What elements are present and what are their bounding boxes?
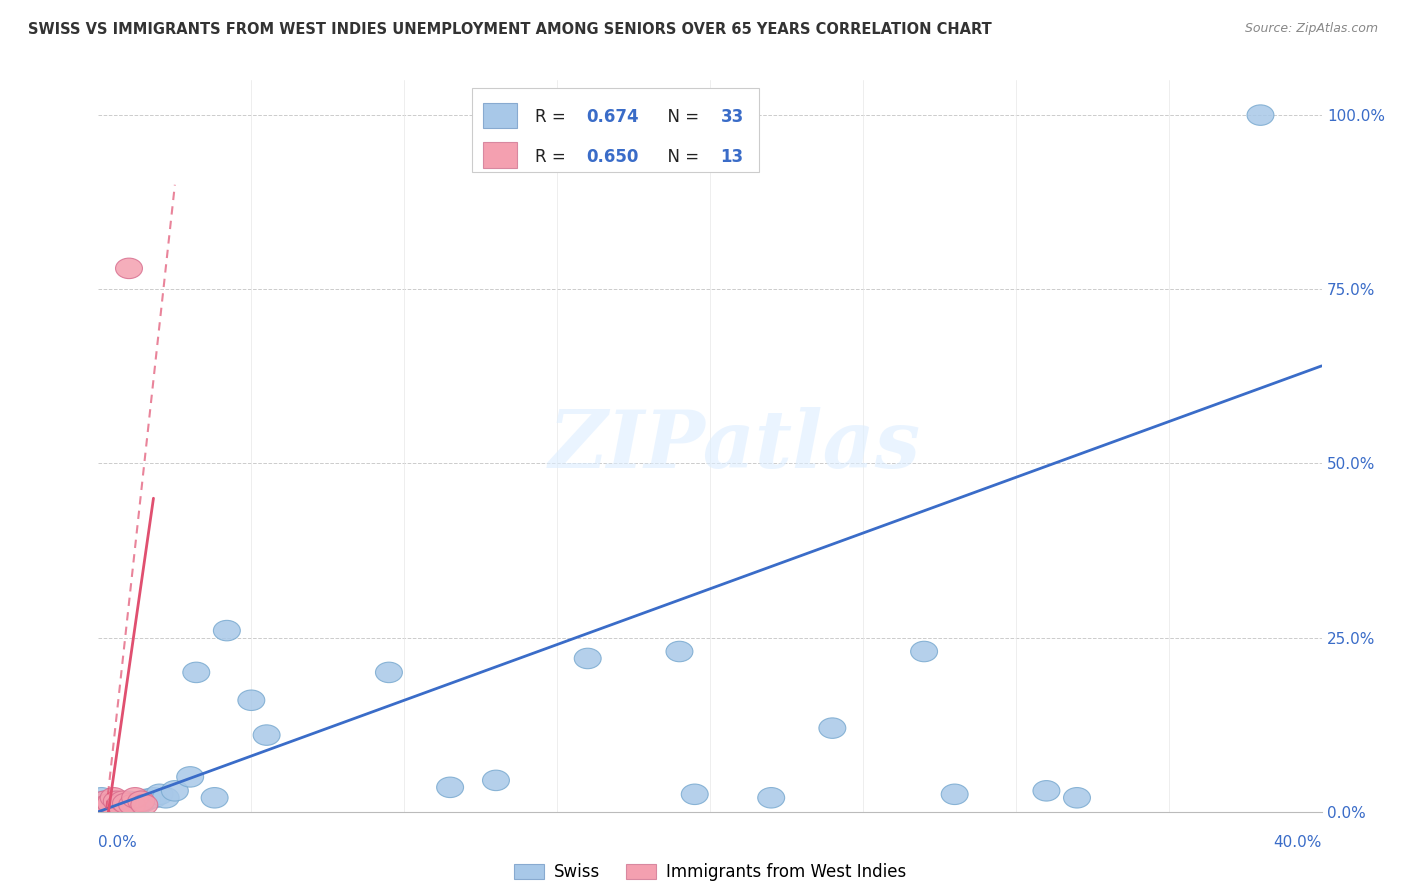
- Ellipse shape: [146, 784, 173, 805]
- Text: Source: ZipAtlas.com: Source: ZipAtlas.com: [1244, 22, 1378, 36]
- Ellipse shape: [1033, 780, 1060, 801]
- Ellipse shape: [134, 789, 160, 809]
- Ellipse shape: [94, 795, 121, 815]
- Ellipse shape: [214, 620, 240, 640]
- Ellipse shape: [482, 770, 509, 790]
- Ellipse shape: [100, 791, 127, 812]
- Text: ZIPatlas: ZIPatlas: [548, 408, 921, 484]
- Ellipse shape: [141, 788, 167, 808]
- FancyBboxPatch shape: [484, 103, 517, 128]
- Ellipse shape: [97, 793, 124, 814]
- Ellipse shape: [177, 766, 204, 787]
- Ellipse shape: [100, 788, 127, 808]
- Ellipse shape: [666, 641, 693, 662]
- Text: SWISS VS IMMIGRANTS FROM WEST INDIES UNEMPLOYMENT AMONG SENIORS OVER 65 YEARS CO: SWISS VS IMMIGRANTS FROM WEST INDIES UNE…: [28, 22, 991, 37]
- Ellipse shape: [122, 793, 149, 814]
- Text: 40.0%: 40.0%: [1274, 836, 1322, 850]
- Ellipse shape: [94, 795, 121, 815]
- Ellipse shape: [112, 793, 139, 814]
- Ellipse shape: [201, 788, 228, 808]
- FancyBboxPatch shape: [484, 142, 517, 168]
- Ellipse shape: [122, 788, 149, 808]
- Ellipse shape: [112, 793, 139, 814]
- FancyBboxPatch shape: [471, 87, 759, 171]
- Text: 33: 33: [721, 108, 744, 126]
- Ellipse shape: [818, 718, 846, 739]
- Ellipse shape: [183, 662, 209, 682]
- Ellipse shape: [437, 777, 464, 797]
- Ellipse shape: [115, 258, 142, 278]
- Ellipse shape: [91, 791, 118, 812]
- Text: 13: 13: [721, 147, 744, 166]
- Legend: Swiss, Immigrants from West Indies: Swiss, Immigrants from West Indies: [508, 856, 912, 888]
- Ellipse shape: [375, 662, 402, 682]
- Ellipse shape: [131, 795, 157, 815]
- Ellipse shape: [107, 795, 134, 815]
- Text: 0.650: 0.650: [586, 147, 638, 166]
- Text: R =: R =: [534, 108, 571, 126]
- Ellipse shape: [1063, 788, 1091, 808]
- Text: 0.674: 0.674: [586, 108, 638, 126]
- Ellipse shape: [91, 791, 118, 812]
- Ellipse shape: [758, 788, 785, 808]
- Ellipse shape: [253, 725, 280, 746]
- Ellipse shape: [941, 784, 969, 805]
- Ellipse shape: [1247, 105, 1274, 126]
- Ellipse shape: [682, 784, 709, 805]
- Text: N =: N =: [657, 147, 704, 166]
- Ellipse shape: [574, 648, 602, 669]
- Ellipse shape: [911, 641, 938, 662]
- Ellipse shape: [97, 793, 124, 814]
- Ellipse shape: [115, 791, 142, 812]
- Ellipse shape: [118, 795, 145, 815]
- Ellipse shape: [118, 795, 145, 815]
- Ellipse shape: [110, 795, 136, 815]
- Ellipse shape: [103, 791, 131, 812]
- Ellipse shape: [125, 795, 152, 815]
- Ellipse shape: [107, 793, 134, 814]
- Text: 0.0%: 0.0%: [98, 836, 138, 850]
- Text: R =: R =: [534, 147, 571, 166]
- Ellipse shape: [89, 788, 115, 808]
- Ellipse shape: [128, 791, 155, 812]
- Ellipse shape: [162, 780, 188, 801]
- Ellipse shape: [238, 690, 264, 711]
- Ellipse shape: [152, 788, 179, 808]
- Ellipse shape: [131, 791, 157, 812]
- Text: N =: N =: [657, 108, 704, 126]
- Ellipse shape: [103, 795, 131, 815]
- Ellipse shape: [110, 791, 136, 812]
